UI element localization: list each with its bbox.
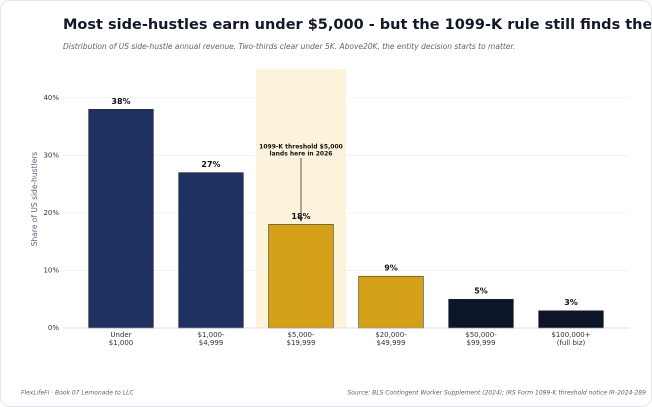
y-axis-label: Share of US side-hustlers (30, 152, 39, 246)
value-label: 9% (384, 264, 398, 273)
footer-right: Source: BLS Contingent Worker Supplement… (347, 390, 646, 397)
chart-subtitle: Distribution of US side-hustle annual re… (63, 42, 515, 51)
y-tick-label: 40% (43, 94, 59, 102)
bar (358, 275, 424, 329)
value-label: 27% (201, 160, 220, 169)
chart-title: Most side-hustles earn under $5,000 - bu… (63, 17, 651, 33)
bar (268, 224, 334, 329)
value-label: 3% (564, 298, 578, 307)
bar (178, 172, 244, 329)
x-tick-label: $20,000- $49,999 (375, 331, 407, 347)
x-tick-label: $100,000+ (full biz) (551, 331, 591, 347)
x-tick-label: Under $1,000 (108, 331, 134, 347)
footer-left: FlexLifeFi · Book 07 Lemonade to LLC (21, 390, 134, 397)
bar (538, 310, 604, 329)
y-tick-label: 20% (43, 209, 59, 217)
value-label: 5% (474, 287, 488, 296)
bar (88, 109, 154, 329)
annotation: 1099-K threshold $5,000 (259, 144, 343, 151)
x-tick-label: $5,000- $19,999 (286, 331, 316, 347)
x-tick-label: $50,000- $99,999 (465, 331, 497, 347)
y-tick-label: 0% (48, 324, 59, 332)
annotation: lands here in 2026 (270, 151, 333, 158)
y-tick-label: 10% (43, 266, 59, 274)
x-tick-label: $1,000- $4,999 (197, 331, 225, 347)
annotation-arrowhead (299, 217, 303, 222)
value-label: 38% (111, 97, 130, 106)
y-tick-label: 30% (43, 151, 59, 159)
bar (448, 298, 514, 329)
